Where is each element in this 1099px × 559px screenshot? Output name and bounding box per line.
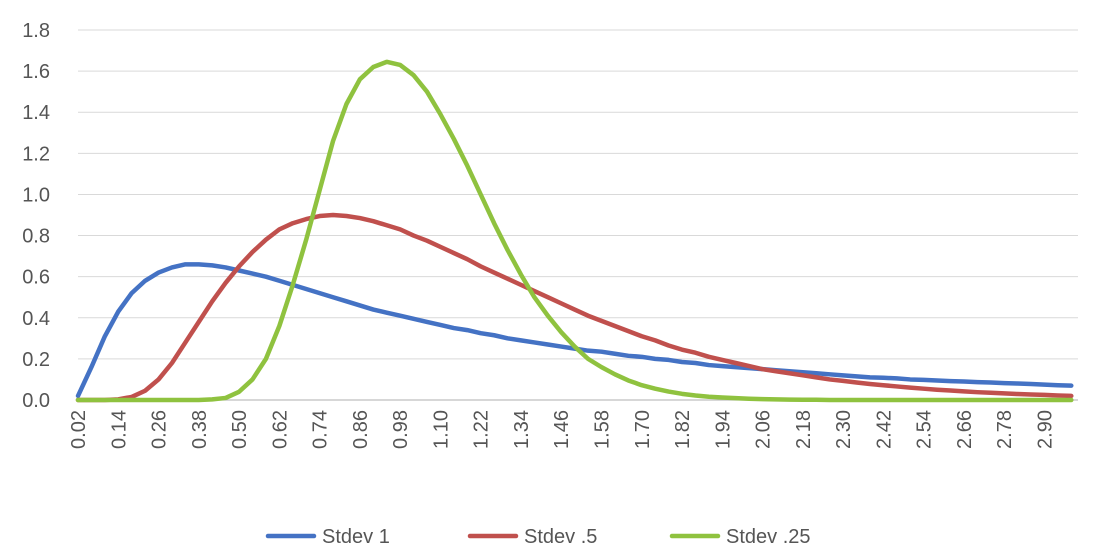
series-line-stdev-5 xyxy=(75,212,1074,403)
y-tick-label: 1.4 xyxy=(22,102,50,124)
x-tick-label: 0.62 xyxy=(269,410,291,449)
x-tick-label: 2.54 xyxy=(914,410,936,449)
x-tick: 1.34 xyxy=(511,410,533,449)
x-tick-label: 2.18 xyxy=(793,410,815,449)
x-tick-label: 2.42 xyxy=(873,410,895,449)
legend-label: Stdev 1 xyxy=(322,526,390,548)
x-tick: 2.30 xyxy=(833,410,855,449)
x-tick: 2.18 xyxy=(793,410,815,449)
x-tick-label: 0.74 xyxy=(310,410,332,449)
x-tick-label: 2.30 xyxy=(833,410,855,449)
y-tick-label: 0.2 xyxy=(22,349,50,371)
y-tick-label: 0.4 xyxy=(22,308,50,330)
axes: 0.0 0.2 0.4 0.6 0.8 1.0 1.2 1.4 1.6 1.8 0.02 0.14 0.… xyxy=(22,20,1078,449)
x-tick: 0.02 xyxy=(68,410,90,449)
x-tick: 1.46 xyxy=(551,410,573,449)
x-tick: 0.50 xyxy=(229,410,251,449)
y-tick-label: 1.8 xyxy=(22,20,50,42)
x-tick-label: 0.14 xyxy=(108,410,130,449)
x-tick: 1.58 xyxy=(591,410,613,449)
x-tick-label: 0.86 xyxy=(350,410,372,449)
x-tick-label: 1.22 xyxy=(471,410,493,449)
x-tick-label: 1.10 xyxy=(430,410,452,449)
x-tick-label: 1.46 xyxy=(551,410,573,449)
x-tick: 1.10 xyxy=(430,410,452,449)
x-tick: 0.86 xyxy=(350,410,372,449)
x-tick-label: 1.82 xyxy=(672,410,694,449)
x-tick: 0.26 xyxy=(149,410,171,449)
y-tick-label: 0.0 xyxy=(22,390,50,412)
x-tick-label: 1.58 xyxy=(591,410,613,449)
x-tick: 0.74 xyxy=(310,410,332,449)
y-tick-label: 0.8 xyxy=(22,226,50,248)
y-tick-label: 1.6 xyxy=(22,61,50,83)
x-tick: 1.22 xyxy=(471,410,493,449)
x-tick-label: 1.94 xyxy=(712,410,734,449)
x-tick: 1.70 xyxy=(632,410,654,449)
x-tick-label: 1.34 xyxy=(511,410,533,449)
legend: Stdev 1 Stdev .5 Stdev .25 xyxy=(265,526,811,548)
x-tick: 2.90 xyxy=(1034,410,1056,449)
series-line-stdev-25 xyxy=(75,59,1074,403)
x-tick-label: 0.38 xyxy=(189,410,211,449)
x-tick-label: 0.50 xyxy=(229,410,251,449)
x-tick: 0.38 xyxy=(189,410,211,449)
x-tick: 0.14 xyxy=(108,410,130,449)
x-tick: 2.66 xyxy=(954,410,976,449)
x-tick: 2.06 xyxy=(753,410,775,449)
x-tick-label: 2.90 xyxy=(1034,410,1056,449)
x-tick: 0.98 xyxy=(390,410,412,449)
x-tick: 0.62 xyxy=(269,410,291,449)
x-tick-label: 1.70 xyxy=(632,410,654,449)
x-tick-label: 0.98 xyxy=(390,410,412,449)
x-tick-label: 2.66 xyxy=(954,410,976,449)
legend-label: Stdev .5 xyxy=(524,526,597,548)
x-tick-label: 0.26 xyxy=(149,410,171,449)
y-tick-label: 1.2 xyxy=(22,143,50,165)
x-tick: 1.82 xyxy=(672,410,694,449)
y-tick-label: 1.0 xyxy=(22,184,50,206)
x-tick: 2.54 xyxy=(914,410,936,449)
x-tick: 2.42 xyxy=(873,410,895,449)
x-tick: 1.94 xyxy=(712,410,734,449)
x-tick-label: 0.02 xyxy=(68,410,90,449)
series-lines xyxy=(75,59,1074,403)
x-tick: 2.78 xyxy=(994,410,1016,449)
x-tick-label: 2.78 xyxy=(994,410,1016,449)
legend-label: Stdev .25 xyxy=(726,526,811,548)
legend-item: Stdev .5 xyxy=(467,526,597,548)
y-tick-label: 0.6 xyxy=(22,267,50,289)
legend-item: Stdev 1 xyxy=(265,526,390,548)
grid xyxy=(78,29,1078,401)
legend-item: Stdev .25 xyxy=(669,526,811,548)
x-tick-label: 2.06 xyxy=(753,410,775,449)
